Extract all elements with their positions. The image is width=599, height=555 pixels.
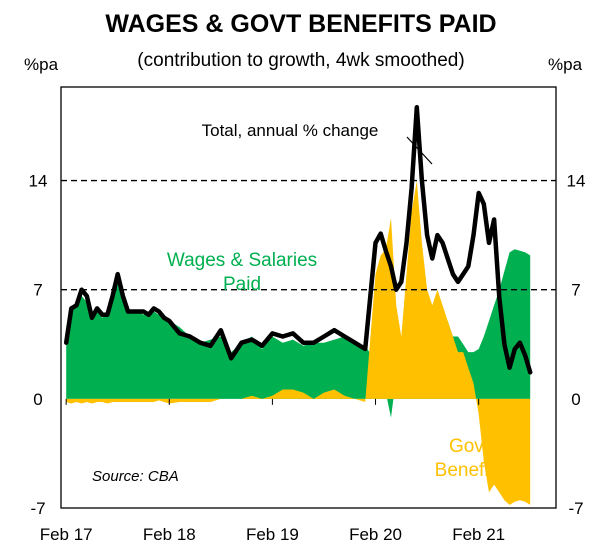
x-tick-label-2: Feb 19 (246, 525, 299, 544)
plot-layer (61, 105, 556, 505)
y-tick-right--7: -7 (568, 499, 583, 518)
chart-title: WAGES & GOVT BENEFITS PAID (105, 10, 496, 38)
y-tick-left-14: 14 (29, 172, 48, 191)
y-tick-left-0: 0 (33, 390, 42, 409)
annotation-total: Total, annual % change (202, 121, 379, 140)
y-tick-right-7: 7 (571, 281, 580, 300)
y-unit-right: %pa (548, 55, 583, 74)
annotation-govt-line2: Benefits (435, 460, 504, 481)
annotation-total-arrow (406, 136, 433, 165)
annotation-govt-line1: Govt (449, 436, 490, 457)
y-tick-left--7: -7 (30, 499, 45, 518)
x-tick-label-3: Feb 20 (349, 525, 402, 544)
annotation-wages-line1: Wages & Salaries (167, 250, 317, 271)
y-unit-left: %pa (24, 55, 59, 74)
plot-frame (60, 86, 557, 509)
x-tick-label-1: Feb 18 (143, 525, 196, 544)
chart-subtitle: (contribution to growth, 4wk smoothed) (137, 50, 464, 71)
annotation-wages-line2: Paid (223, 274, 261, 295)
x-tick-label-0: Feb 17 (40, 525, 93, 544)
chart-source: Source: CBA (92, 468, 179, 485)
series-total-line (63, 105, 533, 375)
y-tick-right-14: 14 (567, 172, 586, 191)
y-tick-left-7: 7 (33, 281, 42, 300)
x-tick-label-4: Feb 21 (452, 525, 505, 544)
series-govt-area (66, 180, 531, 505)
tick-layer: -7 -7 0 0 7 7 14 14 Feb 17 Feb 18 Feb 19 Feb 20 Feb … (29, 172, 586, 544)
y-tick-right-0: 0 (571, 390, 580, 409)
